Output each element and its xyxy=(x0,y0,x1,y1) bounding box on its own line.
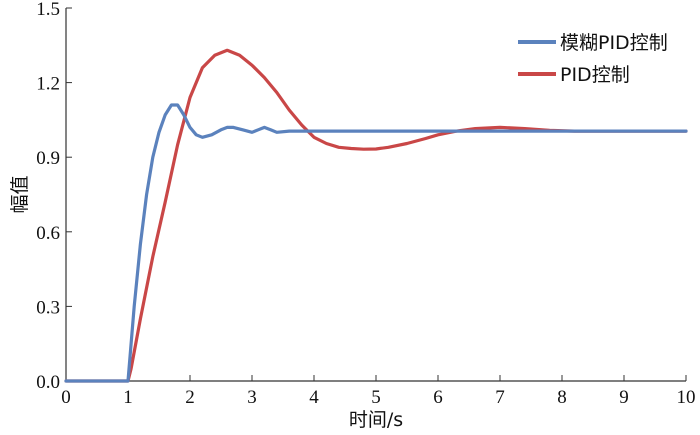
x-tick-label: 6 xyxy=(433,387,443,408)
legend-label-fuzzy-pid: 模糊PID控制 xyxy=(560,32,668,54)
x-tick-label: 1 xyxy=(123,387,133,408)
y-tick-label: 0.0 xyxy=(36,372,60,393)
y-tick-label: 0.6 xyxy=(36,223,60,244)
y-tick-label: 0.3 xyxy=(36,297,60,318)
x-tick-label: 2 xyxy=(185,387,195,408)
series-line-fuzzy-pid xyxy=(64,103,688,383)
x-tick-label: 10 xyxy=(677,387,696,408)
x-tick-label: 3 xyxy=(247,387,257,408)
y-axis-label: 幅值 xyxy=(9,175,31,213)
x-tick-label: 8 xyxy=(557,387,567,408)
x-tick-label: 0 xyxy=(61,387,71,408)
y-tick-label: 1.5 xyxy=(36,0,60,20)
x-axis-label: 时间/s xyxy=(349,409,403,431)
x-tick-label: 9 xyxy=(619,387,629,408)
series-line-pid xyxy=(64,48,688,383)
y-tick-label: 0.9 xyxy=(36,148,60,169)
legend: 模糊PID控制 PID控制 xyxy=(518,32,668,86)
x-axis-ticks: 0 1 2 3 4 5 6 7 8 9 10 xyxy=(61,375,696,408)
x-tick-label: 7 xyxy=(495,387,505,408)
y-tick-label: 1.2 xyxy=(36,74,60,95)
y-axis-ticks: 0.0 0.3 0.6 0.9 1.2 1.5 xyxy=(36,0,72,393)
series-layer xyxy=(64,48,688,383)
x-tick-label: 5 xyxy=(371,387,381,408)
legend-label-pid: PID控制 xyxy=(560,64,630,86)
x-tick-label: 4 xyxy=(309,387,319,408)
